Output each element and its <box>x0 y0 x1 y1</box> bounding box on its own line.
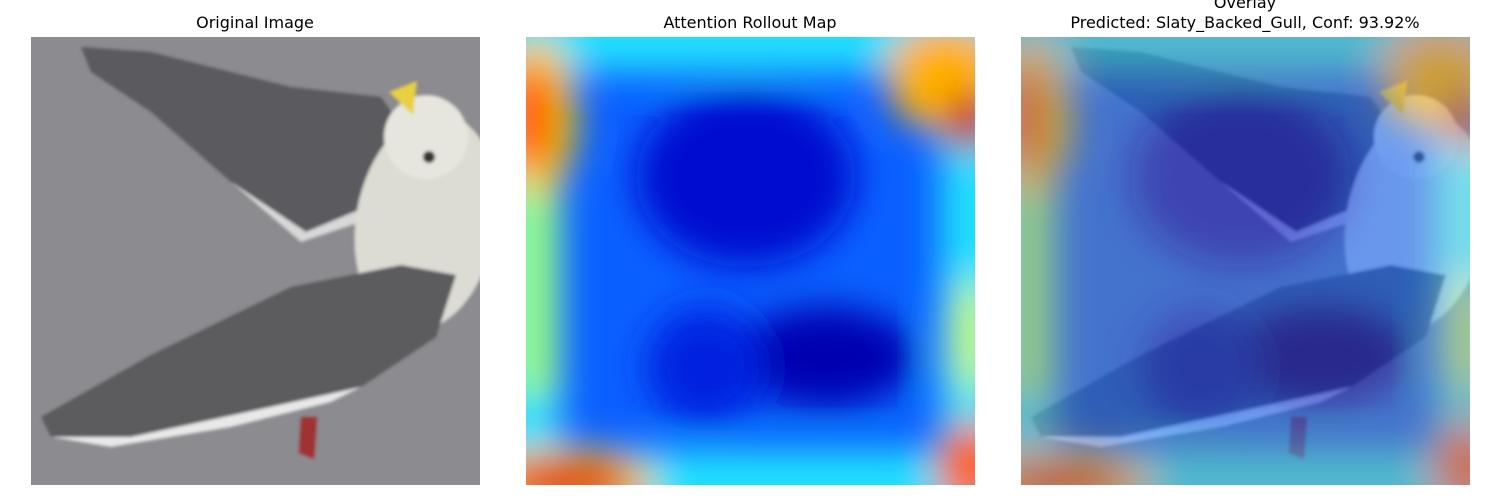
heatmap-overlay <box>971 22 1500 500</box>
original-image <box>31 37 514 485</box>
heatmap <box>476 22 1006 500</box>
gull-photo <box>31 37 514 485</box>
panel-subtitle: Predicted: Slaty_Backed_Gull, Conf: 93.9… <box>1070 13 1419 33</box>
overlay-image <box>971 22 1500 500</box>
attention-map <box>476 22 1006 500</box>
panel-title: Original Image <box>196 13 314 32</box>
panel-title: Overlay <box>1214 0 1276 12</box>
panel-title: Attention Rollout Map <box>663 13 836 32</box>
